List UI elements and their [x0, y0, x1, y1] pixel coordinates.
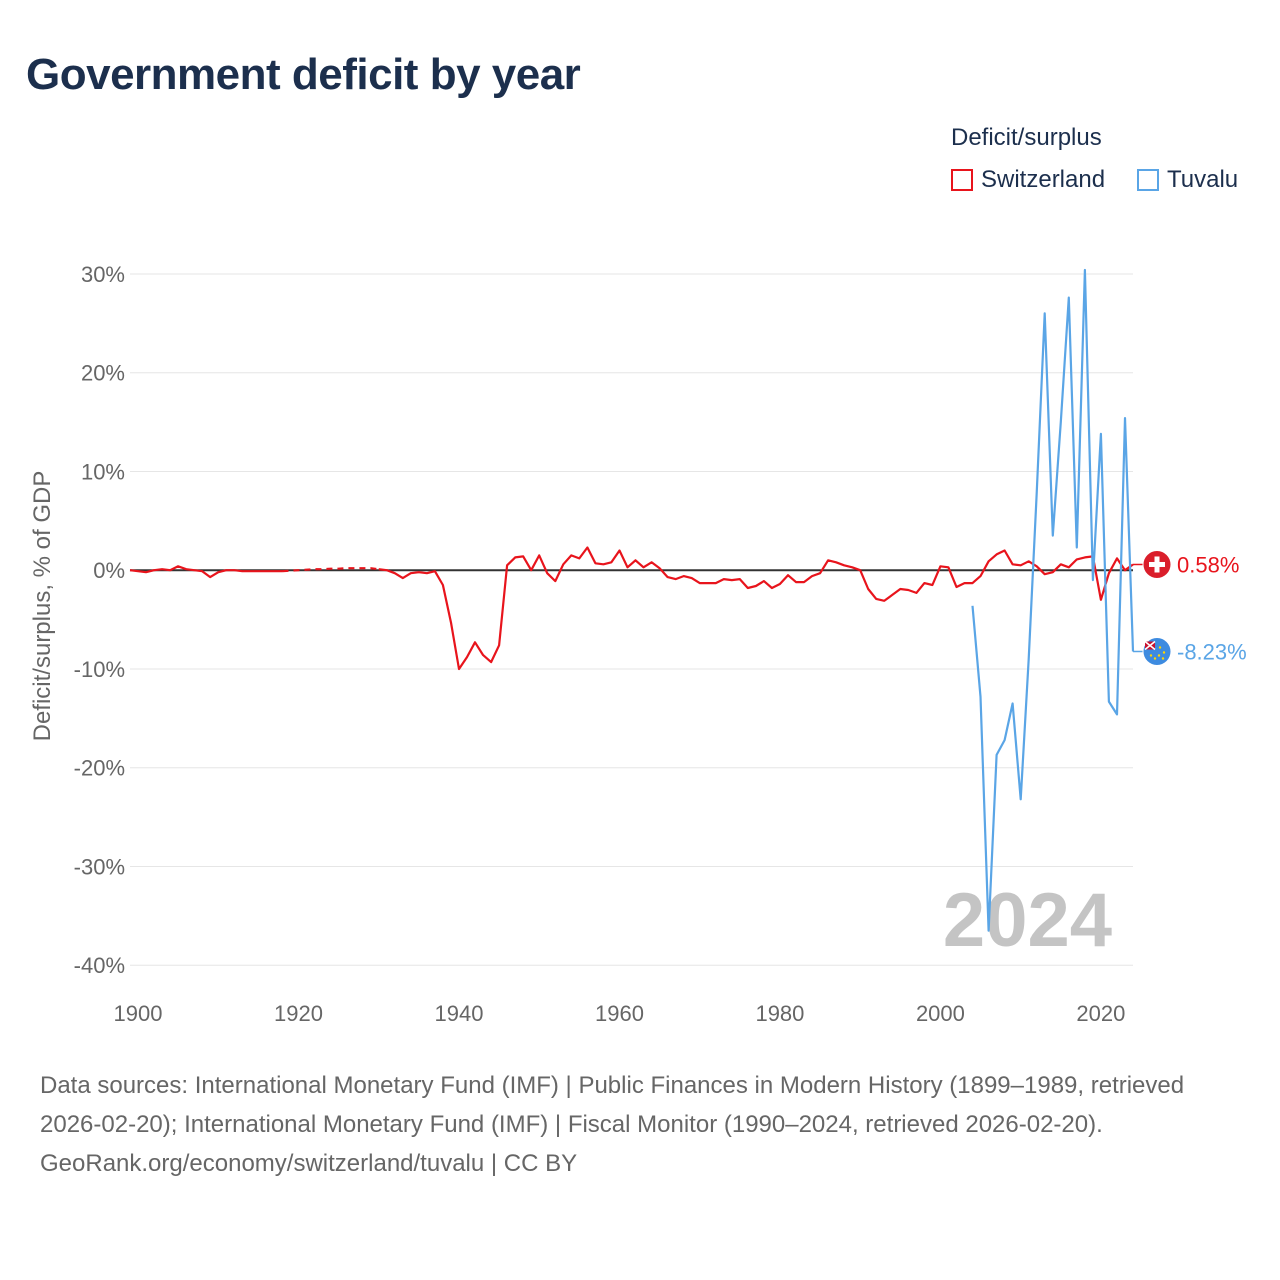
swiss-flag-icon	[1142, 549, 1172, 579]
legend-swatch-tuvalu	[1137, 169, 1159, 191]
legend-title: Deficit/surplus	[951, 124, 1102, 151]
axis-layer: 30% 20% 10% 0% -10% -20% -30% -40% 1900 1920 1940 1…	[74, 262, 1133, 1026]
series-line-switzerland	[129, 565, 283, 579]
x-tick-label: 2000	[916, 1001, 965, 1026]
legend-item-tuvalu[interactable]: Tuvalu	[1137, 166, 1238, 194]
grid-layer	[130, 273, 1133, 966]
y-axis-title: Deficit/surplus, % of GDP	[29, 471, 56, 742]
legend-label-tuvalu: Tuvalu	[1167, 166, 1239, 193]
y-tick-label: 0%	[93, 558, 125, 583]
footer: Data sources: International Monetary Fun…	[40, 1066, 1250, 1183]
credit-link[interactable]: GeoRank.org/economy/switzerland/tuvalu |…	[40, 1150, 578, 1177]
x-tick-label: 1980	[755, 1001, 804, 1026]
x-tick-label: 2020	[1076, 1001, 1125, 1026]
year-watermark: 2024	[943, 878, 1112, 963]
tuvalu-flag-icon	[1142, 636, 1172, 666]
legend-item-switzerland[interactable]: Switzerland	[951, 166, 1105, 194]
data-sources-text: Data sources: International Monetary Fun…	[40, 1072, 1185, 1138]
series-line-switzerland	[282, 567, 379, 573]
x-tick-label: 1900	[114, 1001, 163, 1026]
y-tick-label: -30%	[74, 854, 125, 879]
chart-title: Government deficit by year	[26, 50, 581, 99]
legend-label-switzerland: Switzerland	[981, 166, 1106, 193]
y-tick-label: -20%	[74, 756, 125, 781]
series-layer	[129, 268, 1135, 932]
series-line-tuvalu	[971, 268, 1135, 932]
x-tick-label: 1940	[435, 1001, 484, 1026]
chart-plot: 2024 30% 20% 10% 0% -10% -20% -30% -40% 1900 1920…	[29, 262, 1247, 1026]
end-label-switzerland: 0.58%	[1177, 552, 1239, 577]
y-tick-label: 20%	[81, 361, 125, 386]
x-tick-label: 1920	[274, 1001, 323, 1026]
marker-layer: 0.58% -8.23%	[1133, 549, 1247, 666]
y-tick-label: -40%	[74, 953, 125, 978]
y-tick-label: -10%	[74, 657, 125, 682]
x-tick-label: 1960	[595, 1001, 644, 1026]
end-label-tuvalu: -8.23%	[1177, 639, 1247, 664]
legend-swatch-switzerland	[951, 169, 973, 191]
y-tick-label: 10%	[81, 459, 125, 484]
y-tick-label: 30%	[81, 262, 125, 287]
series-line-switzerland	[378, 546, 1134, 671]
